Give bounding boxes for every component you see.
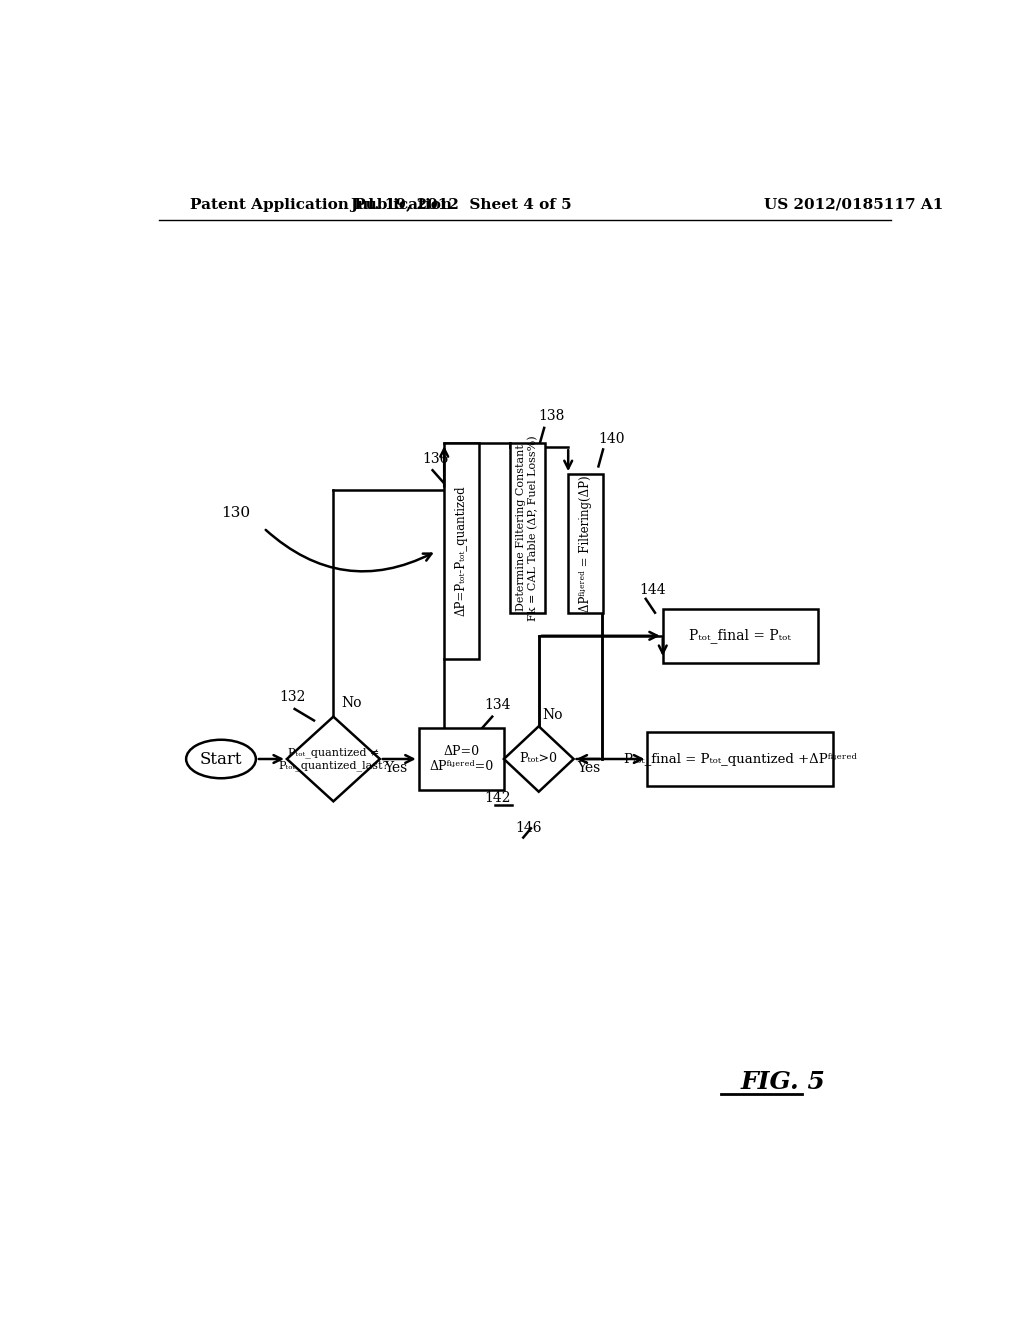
Text: 142: 142	[484, 791, 511, 804]
Text: Jul. 19, 2012  Sheet 4 of 5: Jul. 19, 2012 Sheet 4 of 5	[350, 198, 572, 211]
Text: 132: 132	[280, 690, 305, 705]
Text: Start: Start	[200, 751, 243, 767]
FancyBboxPatch shape	[510, 444, 545, 612]
Polygon shape	[287, 717, 380, 801]
Text: 136: 136	[423, 451, 449, 466]
Text: ΔP=Pₜₒₜ-Pₜₒₜ_quantized: ΔP=Pₜₒₜ-Pₜₒₜ_quantized	[455, 486, 468, 616]
Text: No: No	[543, 708, 563, 722]
Ellipse shape	[186, 739, 256, 779]
Text: 138: 138	[539, 409, 565, 424]
Text: 140: 140	[598, 433, 625, 446]
Text: Pₜₒₜ_final = Pₜₒₜ: Pₜₒₜ_final = Pₜₒₜ	[689, 628, 792, 643]
Text: No: No	[341, 696, 361, 710]
Text: 130: 130	[221, 506, 250, 520]
FancyBboxPatch shape	[663, 609, 818, 663]
Text: ΔPᶠᶤᶡᵉʳᵉᵈ = Filtering(ΔP): ΔPᶠᶤᶡᵉʳᵉᵈ = Filtering(ΔP)	[579, 475, 592, 611]
Text: US 2012/0185117 A1: US 2012/0185117 A1	[764, 198, 943, 211]
Polygon shape	[504, 726, 573, 792]
FancyBboxPatch shape	[419, 729, 504, 789]
Text: FIG. 5: FIG. 5	[740, 1071, 825, 1094]
Text: 146: 146	[515, 821, 542, 836]
FancyBboxPatch shape	[443, 444, 478, 659]
Text: Patent Application Publication: Patent Application Publication	[190, 198, 452, 211]
Text: Yes: Yes	[578, 762, 601, 775]
Text: 134: 134	[484, 698, 511, 711]
FancyBboxPatch shape	[647, 733, 834, 785]
Text: ΔP=0
ΔPᶠᶤᶡᵉʳᵉᵈ=0: ΔP=0 ΔPᶠᶤᶡᵉʳᵉᵈ=0	[429, 744, 494, 774]
FancyBboxPatch shape	[568, 474, 603, 612]
Text: Pₜₒₜ_final = Pₜₒₜ_quantized +ΔPᶠᶤᶡᵉʳᵉᵈ: Pₜₒₜ_final = Pₜₒₜ_quantized +ΔPᶠᶤᶡᵉʳᵉᵈ	[624, 752, 857, 766]
Text: Pₜₒₜ>0: Pₜₒₜ>0	[520, 752, 558, 766]
Text: Determine Filtering Constant
Fk = CAL Table (ΔP, Fuel Loss%): Determine Filtering Constant Fk = CAL Ta…	[516, 436, 539, 620]
Text: 144: 144	[640, 582, 667, 597]
Text: Pₜₒₜ_quantized ≠
Pₜₒₜ_quantized_last?: Pₜₒₜ_quantized ≠ Pₜₒₜ_quantized_last?	[279, 747, 389, 771]
Text: Yes: Yes	[384, 762, 407, 775]
